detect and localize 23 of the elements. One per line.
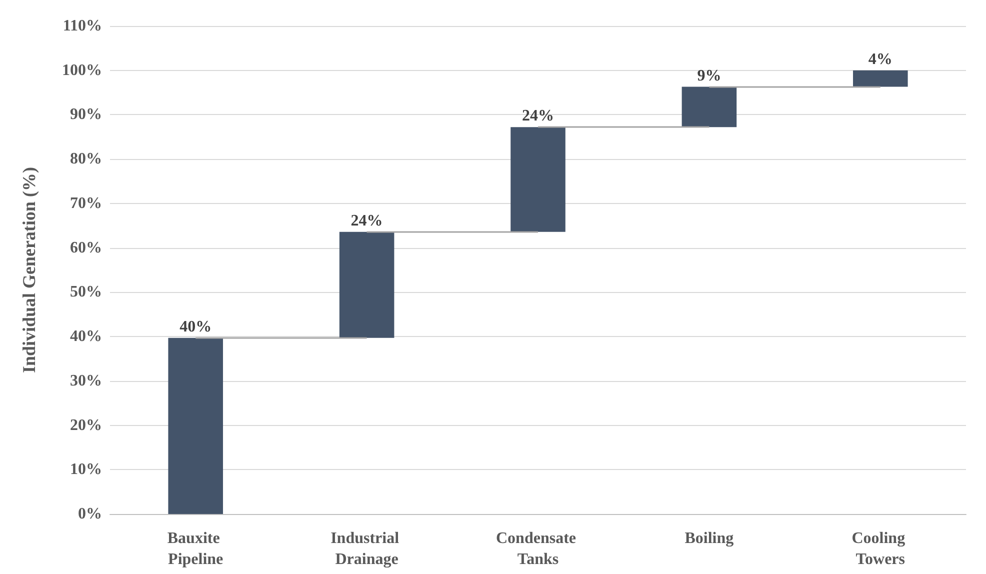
data-label: 24% [350,212,383,230]
y-tick-label: 80% [70,150,102,168]
x-tick-label: Industrial Drainage [330,530,404,568]
y-tick-label: 30% [70,372,102,390]
y-tick-label: 0% [78,506,102,522]
y-tick-label: 70% [70,194,102,212]
x-tick-label: Cooling Towers [852,530,910,568]
x-tick-label: Bauxite Pipeline [167,530,224,568]
y-tick-label: 20% [70,416,102,434]
x-tick-label: Condensate Tanks [496,530,580,568]
y-tick-label: 60% [70,239,102,256]
y-axis-title: Individual Generation (%) [19,166,39,374]
y-tick-label: 100% [62,62,102,79]
y-tick-label: 10% [70,461,102,478]
y-tick-label: 90% [70,106,102,124]
data-label: 4% [868,50,892,68]
y-tick-label: 50% [70,284,102,301]
data-label: 40% [180,318,212,336]
data-label: 9% [697,67,722,84]
x-tick-label: Boiling [684,530,734,547]
data-label: 24% [522,108,554,125]
y-tick-label: 40% [70,328,102,346]
y-tick-label: 110% [62,18,102,34]
